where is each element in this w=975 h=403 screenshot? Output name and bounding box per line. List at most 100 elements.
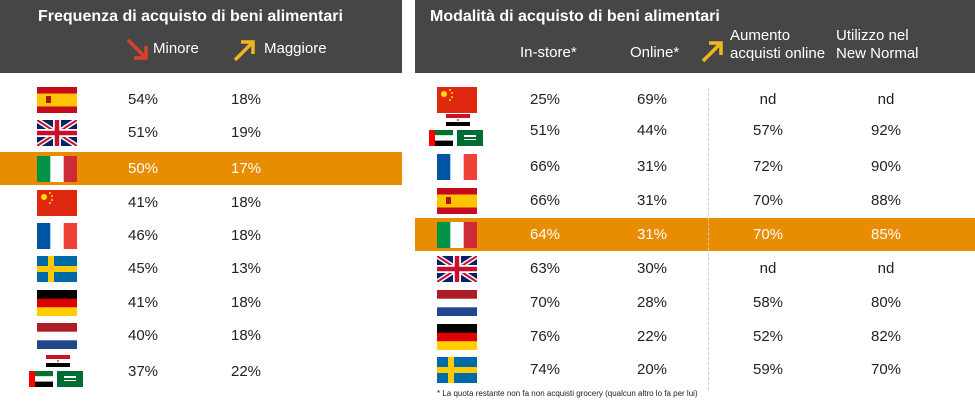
flag-italy-icon (37, 156, 77, 182)
flag-uk-icon (37, 120, 77, 146)
col-instore: In-store* (520, 44, 577, 61)
online-value: 69% (636, 91, 668, 108)
flag-germany-icon (437, 324, 477, 350)
right-row-china: 25% 69% nd nd (415, 83, 975, 116)
minore-value: 50% (127, 160, 159, 177)
maggiore-value: 18% (230, 327, 262, 344)
minore-value: 51% (127, 124, 159, 141)
maggiore-value: 22% (230, 363, 262, 380)
utilizzo-value: 90% (870, 158, 902, 175)
right-row-italy: 64% 31% 70% 85% (415, 218, 975, 251)
col-aumento: Aumento acquisti online (730, 27, 825, 63)
minore-label: Minore (153, 40, 199, 57)
flag-spain-icon (37, 87, 77, 113)
flag-mena-icon (29, 355, 85, 387)
left-row-sweden: 45% 13% (0, 252, 402, 285)
instore-value: 74% (529, 361, 561, 378)
flags-egypt-uae-saudi-icon (29, 355, 83, 387)
aumento-value: 58% (752, 294, 784, 311)
utilizzo-value: 80% (870, 294, 902, 311)
utilizzo-value: 88% (870, 192, 902, 209)
aumento-value: 57% (752, 122, 784, 139)
minore-value: 41% (127, 294, 159, 311)
flag-italy-icon (437, 222, 477, 248)
aumento-value: 52% (752, 328, 784, 345)
col-utilizzo-line1: Utilizzo nel (836, 27, 909, 44)
minore-value: 40% (127, 327, 159, 344)
online-value: 31% (636, 226, 668, 243)
flag-mena-icon (429, 114, 485, 146)
arrow-up-right-icon (701, 41, 723, 63)
flag-france-icon (37, 223, 77, 249)
left-row-spain: 54% 18% (0, 83, 402, 116)
right-row-sweden: 74% 20% 59% 70% (415, 353, 975, 386)
right-row-spain: 66% 31% 70% 88% (415, 184, 975, 217)
online-value: 28% (636, 294, 668, 311)
col-aumento-line2: acquisti online (730, 45, 826, 62)
online-value: 30% (636, 260, 668, 277)
col-aumento-line1: Aumento (730, 27, 791, 44)
flags-egypt-uae-saudi-icon (429, 114, 483, 146)
left-row-germany: 41% 18% (0, 286, 402, 319)
flag-china-icon (37, 190, 77, 216)
col-utilizzo-line2: New Normal (836, 45, 919, 62)
col-online: Online* (630, 44, 680, 61)
column-divider (708, 88, 709, 390)
aumento-value: 70% (752, 192, 784, 209)
left-title: Frequenza di acquisto di beni alimentari (38, 8, 343, 25)
utilizzo-value: 82% (870, 328, 902, 345)
maggiore-value: 18% (230, 227, 262, 244)
online-value: 20% (636, 361, 668, 378)
utilizzo-value: 70% (870, 361, 902, 378)
maggiore-value: 18% (230, 91, 262, 108)
right-row-uk: 63% 30% nd nd (415, 252, 975, 285)
flag-uk-icon (437, 256, 477, 282)
flag-netherlands-icon (37, 323, 77, 349)
flag-china-icon (437, 87, 477, 113)
left-row-italy: 50% 17% (0, 152, 402, 185)
online-value: 44% (636, 122, 668, 139)
right-row-germany: 76% 22% 52% 82% (415, 320, 975, 353)
flag-sweden-icon (37, 256, 77, 282)
flag-germany-icon (37, 290, 77, 316)
left-row-france: 46% 18% (0, 219, 402, 252)
minore-value: 46% (127, 227, 159, 244)
aumento-value: 70% (752, 226, 784, 243)
flag-spain-icon (437, 188, 477, 214)
maggiore-value: 18% (230, 294, 262, 311)
aumento-value: nd (759, 260, 777, 277)
left-row-mena: 37% 22% (0, 355, 402, 388)
right-row-france: 66% 31% 72% 90% (415, 150, 975, 183)
instore-value: 76% (529, 328, 561, 345)
left-row-china: 41% 18% (0, 186, 402, 219)
arrow-down-right-icon (126, 38, 148, 60)
utilizzo-value: 85% (870, 226, 902, 243)
flag-netherlands-icon (437, 290, 477, 316)
maggiore-value: 18% (230, 194, 262, 211)
right-row-netherlands: 70% 28% 58% 80% (415, 286, 975, 319)
flag-sweden-icon (437, 357, 477, 383)
instore-value: 25% (529, 91, 561, 108)
instore-value: 66% (529, 192, 561, 209)
right-title: Modalità di acquisto di beni alimentari (430, 8, 720, 25)
utilizzo-value: nd (877, 91, 895, 108)
left-header: Frequenza di acquisto di beni alimentari… (0, 0, 402, 73)
maggiore-value: 13% (230, 260, 262, 277)
right-row-mena: 51% 44% 57% 92% (415, 114, 975, 147)
arrow-up-right-icon (233, 40, 255, 62)
right-header: Modalità di acquisto di beni alimentari … (415, 0, 975, 73)
left-row-netherlands: 40% 18% (0, 319, 402, 352)
maggiore-label: Maggiore (264, 40, 327, 57)
col-utilizzo: Utilizzo nel New Normal (836, 27, 919, 63)
instore-value: 66% (529, 158, 561, 175)
aumento-value: 59% (752, 361, 784, 378)
utilizzo-value: nd (877, 260, 895, 277)
instore-value: 64% (529, 226, 561, 243)
minore-value: 37% (127, 363, 159, 380)
instore-value: 51% (529, 122, 561, 139)
instore-value: 70% (529, 294, 561, 311)
online-value: 31% (636, 192, 668, 209)
maggiore-value: 17% (230, 160, 262, 177)
flag-france-icon (437, 154, 477, 180)
online-value: 31% (636, 158, 668, 175)
